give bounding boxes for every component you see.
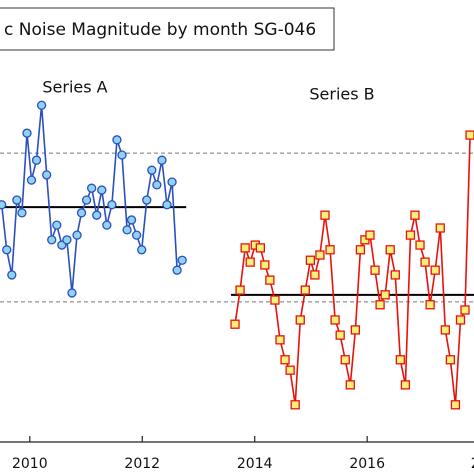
marker [52, 220, 62, 230]
marker [445, 355, 456, 365]
marker [355, 245, 366, 255]
x-tick-label: 20 [471, 456, 474, 472]
marker [112, 135, 122, 145]
marker [36, 100, 47, 110]
marker [325, 245, 335, 255]
series-label: Series A [42, 78, 107, 97]
marker [47, 235, 57, 245]
marker [142, 195, 152, 205]
marker [131, 230, 142, 240]
marker [430, 265, 440, 275]
marker [455, 315, 466, 325]
marker [285, 365, 295, 375]
marker [157, 155, 167, 165]
marker [405, 230, 416, 240]
marker [465, 130, 474, 140]
marker [370, 265, 380, 275]
x-tick-label: 2012 [124, 456, 160, 472]
marker [26, 175, 37, 185]
marker [365, 230, 375, 240]
marker [92, 210, 102, 220]
marker [72, 230, 82, 240]
marker [315, 250, 325, 260]
marker [172, 265, 182, 275]
marker [290, 400, 300, 410]
marker [152, 180, 162, 190]
marker [330, 315, 340, 325]
marker [240, 243, 250, 253]
marker [310, 270, 320, 280]
marker [102, 220, 112, 230]
marker [147, 165, 157, 175]
marker [460, 305, 470, 315]
x-tick-label: 2010 [12, 456, 48, 472]
marker [260, 260, 270, 270]
marker [410, 210, 420, 220]
marker [425, 300, 435, 310]
marker [235, 285, 245, 295]
x-tick-label: 2016 [349, 456, 385, 472]
marker [390, 270, 400, 280]
chart-title: c Noise Magnitude by month SG-046 [4, 20, 316, 40]
marker [345, 380, 355, 390]
marker [385, 245, 395, 255]
marker [137, 245, 147, 255]
marker [230, 319, 240, 329]
marker [435, 223, 445, 233]
marker [17, 208, 27, 218]
marker [350, 325, 361, 335]
marker [420, 257, 430, 267]
marker [375, 300, 385, 310]
marker [340, 355, 350, 365]
marker [76, 208, 87, 218]
marker [450, 400, 461, 410]
marker [97, 185, 107, 195]
marker [440, 325, 450, 335]
marker [245, 257, 255, 267]
marker [335, 330, 345, 340]
marker [415, 240, 425, 250]
marker [162, 200, 172, 210]
marker [22, 128, 32, 138]
marker [107, 200, 117, 210]
marker [270, 295, 280, 305]
marker [320, 210, 330, 220]
marker [275, 335, 285, 345]
x-tick-label: 2014 [237, 456, 273, 472]
marker [7, 270, 17, 280]
marker [62, 235, 72, 245]
marker [81, 195, 92, 205]
marker [177, 255, 187, 265]
marker [167, 177, 177, 187]
marker [360, 235, 370, 245]
marker [305, 255, 316, 265]
marker [395, 355, 405, 365]
marker [380, 290, 390, 300]
marker [42, 170, 52, 180]
marker [117, 150, 127, 160]
marker [126, 215, 137, 225]
marker [2, 245, 12, 255]
title-box [0, 7, 335, 51]
marker [87, 183, 97, 193]
marker [67, 288, 77, 298]
marker [265, 275, 275, 285]
marker [0, 200, 7, 210]
marker [280, 355, 290, 365]
marker [12, 195, 22, 205]
marker [300, 285, 310, 295]
series-label: Series B [309, 85, 374, 104]
marker [295, 315, 305, 325]
marker [400, 380, 411, 390]
marker [31, 155, 42, 165]
marker [122, 225, 132, 235]
marker [255, 243, 265, 253]
